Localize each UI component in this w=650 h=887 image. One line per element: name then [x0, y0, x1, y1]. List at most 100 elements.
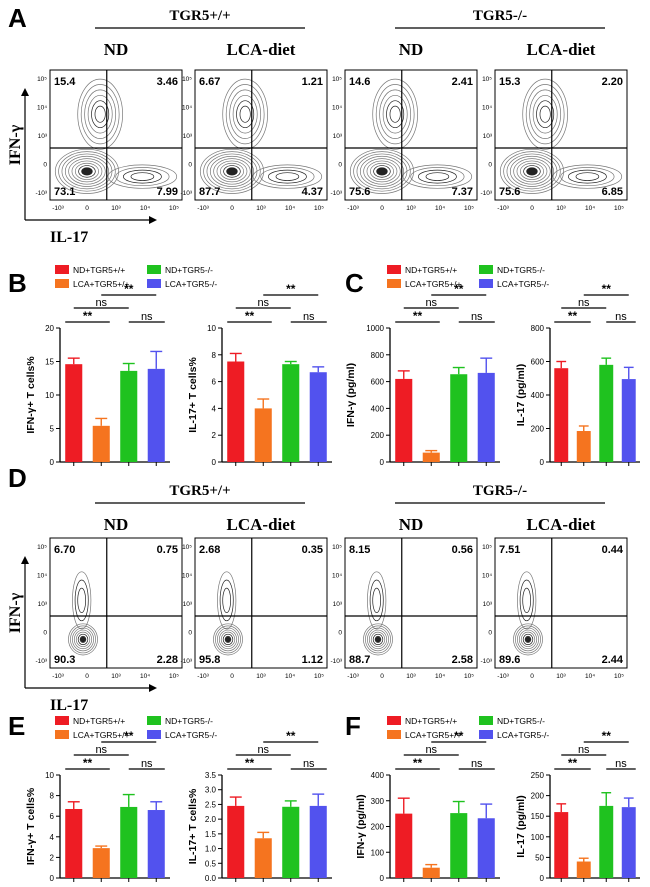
- panel-letter-E: E: [8, 711, 25, 741]
- contour-line: [517, 627, 539, 652]
- genotype-header: TGR5+/+: [169, 483, 230, 499]
- significance-label: **: [602, 729, 612, 743]
- legend-swatch: [55, 265, 69, 274]
- contour-line: [236, 100, 255, 129]
- contour-core: [225, 636, 231, 643]
- y-tick-label: 10³: [483, 133, 493, 140]
- bar: [621, 379, 636, 462]
- contour-line: [77, 78, 123, 150]
- y-tick-label: 10: [207, 324, 216, 333]
- y-tick-label: 400: [371, 404, 385, 413]
- contour-line: [402, 164, 473, 189]
- contour-line: [87, 94, 113, 134]
- quadrant-ll: 89.6: [499, 654, 520, 666]
- quadrant-ul: 8.15: [349, 544, 370, 556]
- contour-line: [74, 162, 99, 180]
- y-tick-label: 0: [338, 630, 342, 637]
- contour-line: [80, 84, 120, 145]
- contour-line: [73, 629, 93, 650]
- x-tick-label: 10⁵: [464, 205, 474, 212]
- y-tick-label: 10⁴: [332, 573, 342, 580]
- y-tick-label: 0: [43, 162, 47, 169]
- x-tick-label: 10³: [556, 673, 566, 680]
- bar: [576, 431, 591, 462]
- contour-line: [203, 151, 261, 192]
- y-tick-label: 4: [212, 404, 217, 413]
- legend-swatch: [387, 265, 401, 274]
- y-tick-label: 1.0: [205, 845, 217, 854]
- x-tick-label: 10⁴: [585, 673, 595, 680]
- significance-label: ns: [425, 297, 437, 309]
- bar: [282, 806, 300, 878]
- x-tick-label: 10³: [256, 205, 266, 212]
- contour-line: [353, 151, 411, 192]
- bar: [65, 364, 83, 462]
- contour-line: [223, 165, 241, 178]
- x-tick-label: -10³: [52, 673, 64, 680]
- contour-line: [386, 100, 405, 129]
- y-tick-label: 0: [212, 458, 217, 467]
- contour-line: [365, 625, 391, 654]
- x-tick-label: -10³: [497, 673, 509, 680]
- contour-line: [225, 84, 265, 145]
- contour-line: [58, 151, 116, 192]
- contour-plot: 7.51 0.44 89.6 2.44 10⁵ 10⁴ 10³ 0 -10³ -10³ 0 10³ 10…: [480, 537, 628, 680]
- bar: [120, 806, 138, 878]
- y-tick-label: 2.0: [205, 815, 217, 824]
- x-tick-label: 10³: [256, 673, 266, 680]
- y-tick-label: -10³: [35, 658, 47, 665]
- x-tick-label: 10⁵: [464, 673, 474, 680]
- y-tick-label: 0: [188, 162, 192, 169]
- legend-label: ND+TGR5+/+: [73, 265, 125, 275]
- contour-line: [122, 169, 162, 184]
- legend-swatch: [147, 265, 161, 274]
- y-tick-label: 200: [531, 425, 545, 434]
- contour-line: [213, 158, 251, 185]
- quadrant-lr: 7.37: [452, 186, 473, 198]
- y-axis-label: IFN-γ: [7, 592, 24, 633]
- bar: [120, 370, 138, 462]
- y-tick-label: 0: [380, 874, 385, 883]
- y-axis-label: IL-17+ T cells%: [187, 357, 199, 433]
- panel-letter-B: B: [8, 268, 27, 298]
- significance-label: ns: [471, 311, 483, 323]
- contour-line: [224, 635, 232, 643]
- significance-label: ns: [141, 311, 153, 323]
- legend-C: ND+TGR5+/+ LCA+TGR5+/+ ND+TGR5-/- LCA+TGR5-…: [387, 265, 549, 289]
- contour-line: [379, 89, 412, 139]
- y-tick-label: 10⁵: [182, 544, 192, 551]
- contour-line: [239, 105, 251, 123]
- bar: [450, 813, 468, 878]
- panel-letter-C: C: [345, 268, 364, 298]
- y-tick-label: 10⁴: [332, 105, 342, 112]
- legend-B: ND+TGR5+/+ LCA+TGR5+/+ ND+TGR5-/- LCA+TGR5-…: [55, 265, 217, 289]
- contour-line: [209, 155, 254, 187]
- contour-line: [417, 169, 457, 184]
- y-tick-label: 0: [188, 630, 192, 637]
- y-tick-label: 10³: [483, 601, 493, 608]
- y-tick-label: -10³: [330, 658, 342, 665]
- significance-label: ns: [578, 297, 590, 309]
- legend-label: LCA+TGR5-/-: [497, 730, 549, 740]
- x-tick-label: 10³: [111, 205, 121, 212]
- legend-label: ND+TGR5-/-: [165, 716, 213, 726]
- significance-label: **: [124, 729, 134, 743]
- legend-swatch: [479, 716, 493, 725]
- y-tick-label: 100: [371, 848, 385, 857]
- contour-line: [524, 635, 532, 643]
- x-tick-label: 0: [230, 205, 234, 212]
- plot-frame: [49, 537, 183, 669]
- y-tick-label: 10⁵: [182, 76, 192, 83]
- contour-line: [374, 635, 382, 643]
- x-tick-label: 10⁴: [285, 673, 295, 680]
- legend-label: LCA+TGR5-/-: [497, 279, 549, 289]
- quadrant-ll: 75.6: [349, 186, 370, 198]
- y-tick-label: 8: [50, 792, 55, 801]
- y-tick-label: 10⁴: [37, 573, 47, 580]
- bar: [254, 838, 272, 878]
- contour-line: [375, 84, 415, 145]
- quadrant-ur: 0.44: [602, 544, 624, 556]
- y-tick-label: -10³: [480, 658, 492, 665]
